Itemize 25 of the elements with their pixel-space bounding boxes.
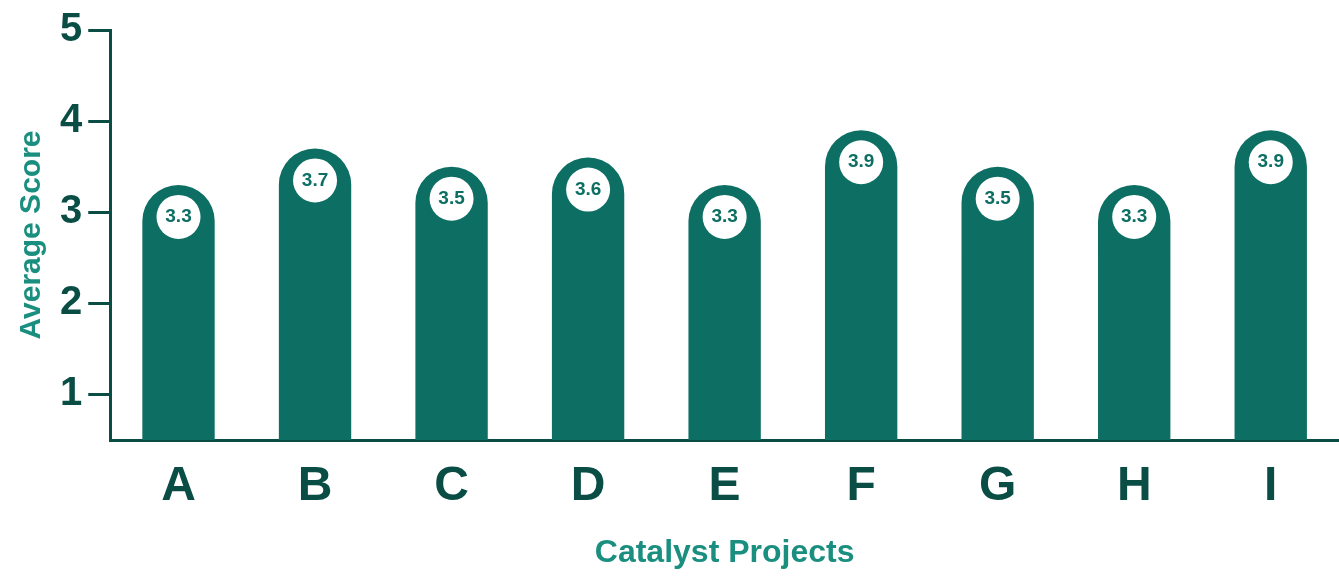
x-tick-label: I (1264, 457, 1278, 511)
data-label: 3.3 (165, 205, 192, 227)
x-tick-label: D (570, 457, 606, 511)
data-label: 3.5 (438, 186, 466, 208)
y-tick-label: 2 (60, 278, 83, 323)
data-label: 3.9 (847, 150, 875, 172)
x-tick-label: H (1116, 457, 1152, 511)
x-axis-title: Catalyst Projects (594, 532, 855, 569)
data-label: 3.6 (574, 177, 602, 199)
x-tick-label: E (708, 457, 741, 511)
y-tick-label: 1 (60, 369, 83, 414)
x-tick-label: F (846, 457, 876, 511)
x-tick-label: B (297, 457, 333, 511)
y-tick-label: 3 (60, 187, 83, 232)
y-tick-label: 5 (60, 5, 83, 50)
data-label: 3.5 (984, 186, 1012, 208)
data-label: 3.9 (1257, 150, 1284, 172)
x-tick-label: A (161, 457, 196, 511)
y-tick-label: 4 (60, 96, 83, 141)
data-label: 3.3 (1121, 205, 1148, 227)
x-tick-label: G (979, 457, 1017, 511)
y-axis-title: Average Score (13, 130, 47, 340)
x-tick-label: C (434, 457, 469, 511)
data-label: 3.7 (301, 168, 329, 190)
data-label: 3.3 (711, 205, 738, 227)
